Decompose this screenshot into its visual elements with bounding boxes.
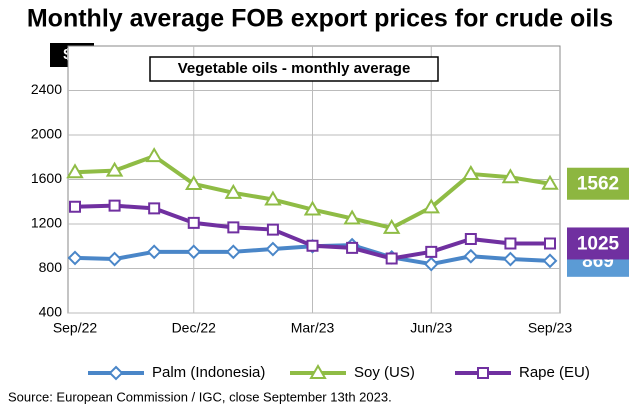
- marker: [107, 251, 122, 267]
- marker: [145, 147, 163, 163]
- marker: [227, 221, 240, 234]
- marker: [265, 241, 281, 257]
- marker: [105, 161, 124, 177]
- end-label-box: [567, 227, 629, 260]
- x-tick-label: Sep/23: [528, 320, 573, 336]
- marker: [185, 174, 203, 190]
- marker: [69, 200, 81, 213]
- y-tick-label: 2000: [31, 126, 62, 142]
- marker: [264, 190, 282, 206]
- marker: [544, 237, 556, 250]
- marker: [385, 252, 398, 265]
- marker: [346, 241, 359, 254]
- marker: [187, 216, 200, 229]
- marker: [464, 233, 477, 246]
- legend-label: Palm (Indonesia): [152, 364, 265, 381]
- marker: [146, 244, 162, 260]
- marker: [423, 256, 439, 272]
- subtitle: Vegetable oils - monthly average: [178, 60, 411, 77]
- legend-label: Rape (EU): [519, 364, 590, 381]
- marker: [382, 218, 401, 234]
- end-label: 1562: [577, 174, 619, 195]
- marker: [501, 168, 520, 184]
- marker: [542, 253, 558, 269]
- marker: [343, 209, 361, 225]
- marker: [477, 367, 489, 379]
- y-tick-label: 400: [39, 304, 63, 320]
- x-tick-label: Mar/23: [291, 320, 335, 336]
- y-tick-label: 1200: [31, 215, 62, 231]
- marker: [186, 244, 202, 260]
- end-label: 1025: [577, 233, 620, 254]
- marker: [422, 198, 440, 214]
- marker: [148, 202, 161, 215]
- marker: [266, 223, 279, 236]
- marker: [66, 163, 84, 179]
- subtitle-box: [149, 56, 439, 82]
- marker: [67, 250, 83, 266]
- y-tick-label: 1600: [31, 170, 62, 186]
- end-label-box: [567, 167, 629, 200]
- y-tick-label: 800: [39, 259, 63, 275]
- marker: [225, 244, 241, 260]
- marker: [303, 200, 322, 216]
- y-tick-label: 2400: [31, 81, 62, 97]
- marker: [541, 174, 559, 190]
- marker: [224, 183, 243, 199]
- marker: [462, 164, 480, 180]
- x-tick-label: Dec/22: [172, 320, 217, 336]
- source: Source: European Commission / IGC, close…: [8, 389, 392, 404]
- marker: [463, 248, 479, 264]
- chart-title: Monthly average FOB export prices for cr…: [27, 5, 613, 33]
- x-tick-label: Jun/23: [410, 320, 452, 336]
- x-tick-label: Sep/22: [53, 320, 98, 336]
- marker: [504, 237, 517, 250]
- marker: [306, 239, 319, 252]
- legend-label: Soy (US): [354, 364, 415, 381]
- marker: [108, 365, 124, 381]
- marker: [309, 364, 327, 379]
- marker: [503, 251, 518, 267]
- marker: [425, 245, 438, 258]
- marker: [108, 199, 121, 212]
